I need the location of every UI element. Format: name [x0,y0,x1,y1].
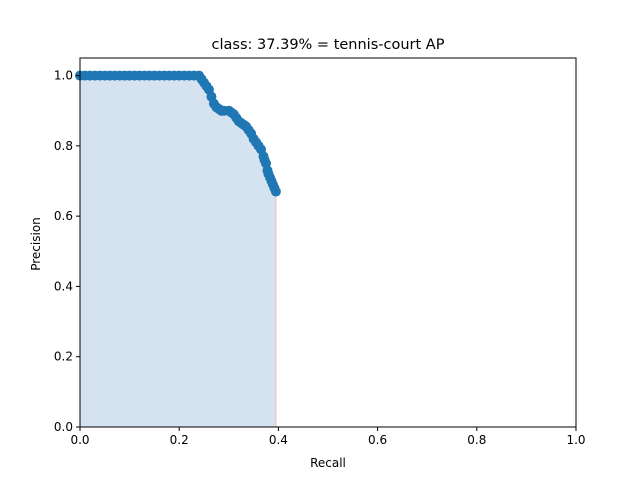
y-tick-label: 0.0 [54,420,73,434]
x-tick-label: 0.0 [70,433,89,447]
y-tick-label: 0.4 [54,279,73,293]
x-tick-label: 0.2 [170,433,189,447]
y-tick-label: 1.0 [54,69,73,83]
y-tick-label: 0.2 [54,350,73,364]
x-tick-label: 1.0 [566,433,585,447]
y-tick-label: 0.8 [54,139,73,153]
x-tick-label: 0.4 [269,433,288,447]
x-axis-label: Recall [310,456,346,470]
y-tick-label: 0.6 [54,209,73,223]
plot-area [75,70,281,428]
x-tick-label: 0.8 [467,433,486,447]
axes-frame [79,57,577,428]
chart-title: class: 37.39% = tennis-court AP [212,37,445,53]
pr-curve-point [270,186,281,197]
x-tick-label: 0.6 [368,433,387,447]
y-axis-label: Precision [29,217,43,271]
axes: 0.0 0.2 0.4 0.6 0.8 1.0 0.0 0.2 0.4 0.6 0.8 1.0 [54,57,586,447]
pr-area-fill [80,75,276,428]
